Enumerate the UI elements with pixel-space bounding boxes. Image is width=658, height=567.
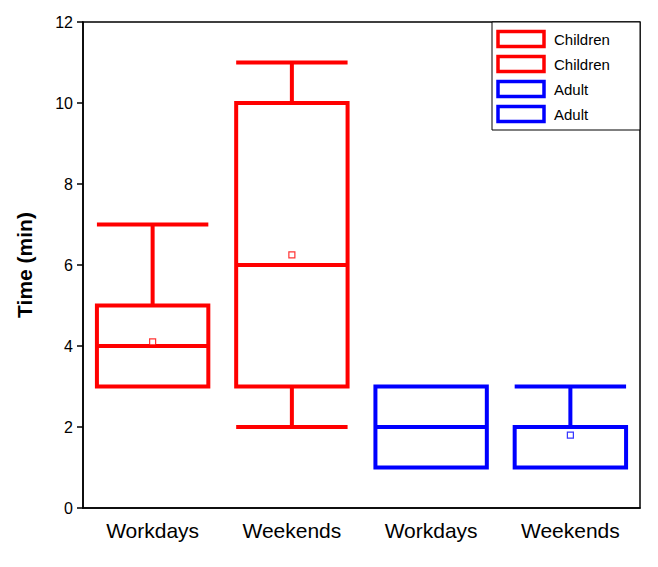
svg-text:12: 12 [55,14,73,31]
svg-text:Weekends: Weekends [242,519,341,542]
svg-text:Workdays: Workdays [106,519,199,542]
svg-text:8: 8 [64,176,73,193]
svg-text:Children: Children [554,56,610,73]
svg-text:Adult: Adult [554,106,589,123]
svg-text:4: 4 [64,338,73,355]
svg-text:Time (min): Time (min) [13,212,36,318]
svg-text:0: 0 [64,500,73,517]
svg-text:Weekends: Weekends [521,519,620,542]
svg-text:6: 6 [64,257,73,274]
svg-text:Children: Children [554,31,610,48]
svg-text:10: 10 [55,95,73,112]
svg-text:Adult: Adult [554,81,589,98]
svg-text:2: 2 [64,419,73,436]
svg-text:Workdays: Workdays [385,519,478,542]
